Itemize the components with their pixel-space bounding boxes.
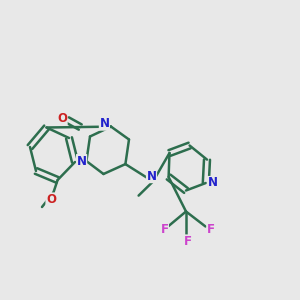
Text: O: O <box>46 193 56 206</box>
Text: F: F <box>207 223 215 236</box>
Text: N: N <box>146 169 157 183</box>
Text: N: N <box>207 176 218 190</box>
Text: N: N <box>76 154 87 168</box>
Text: N: N <box>99 117 110 130</box>
Text: O: O <box>57 112 67 125</box>
Text: F: F <box>160 223 168 236</box>
Text: F: F <box>184 235 191 248</box>
